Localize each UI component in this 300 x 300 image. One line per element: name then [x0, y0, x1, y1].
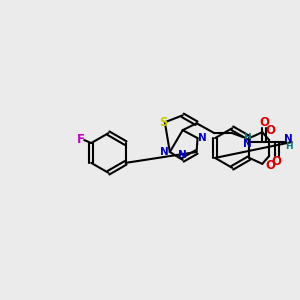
Text: N: N: [178, 150, 187, 160]
Text: O: O: [272, 155, 282, 168]
Text: H: H: [243, 133, 251, 142]
Text: F: F: [77, 133, 85, 146]
Text: H: H: [285, 142, 292, 151]
Text: N: N: [160, 147, 169, 157]
Text: N: N: [198, 133, 207, 143]
Text: S: S: [159, 116, 167, 129]
Text: O: O: [259, 116, 269, 129]
Text: O: O: [265, 159, 275, 172]
Text: N: N: [243, 139, 251, 149]
Text: O: O: [265, 124, 275, 137]
Text: N: N: [284, 134, 293, 144]
